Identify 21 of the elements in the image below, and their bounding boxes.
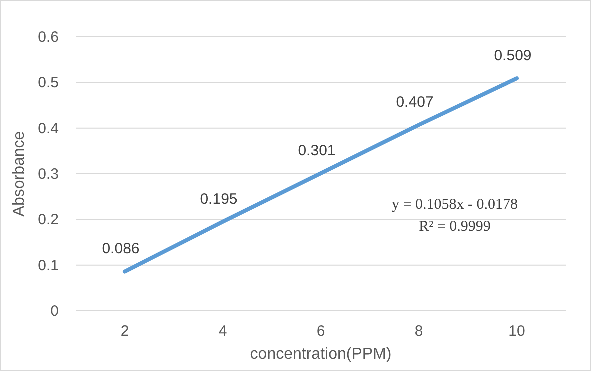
data-label: 0.509 <box>494 48 532 65</box>
y-tick-label: 0.3 <box>38 166 59 183</box>
x-tick-label: 6 <box>316 323 326 340</box>
annotation: y = 0.1058x - 0.0178 <box>392 197 518 213</box>
y-tick-label: 0 <box>50 303 59 320</box>
y-tick-label: 0.6 <box>38 29 59 46</box>
x-tick-label: 10 <box>508 323 526 340</box>
y-tick-label: 0.4 <box>38 120 59 138</box>
data-label: 0.195 <box>200 190 238 208</box>
y-tick-label: 0.5 <box>38 74 59 92</box>
x-tick-label: 8 <box>414 323 424 340</box>
data-label: 0.086 <box>102 240 140 258</box>
y-tick-label: 0.2 <box>38 212 59 229</box>
x-axis-title: concentration(PPM) <box>250 346 392 363</box>
x-tick-label: 4 <box>218 323 228 340</box>
annotation: R² = 0.9999 <box>419 219 491 235</box>
x-tick-label: 2 <box>120 323 130 340</box>
data-label: 0.301 <box>298 142 336 160</box>
data-label: 0.407 <box>396 94 434 112</box>
y-axis-title: Absorbance <box>11 131 28 217</box>
y-tick-label: 0.1 <box>38 257 59 274</box>
